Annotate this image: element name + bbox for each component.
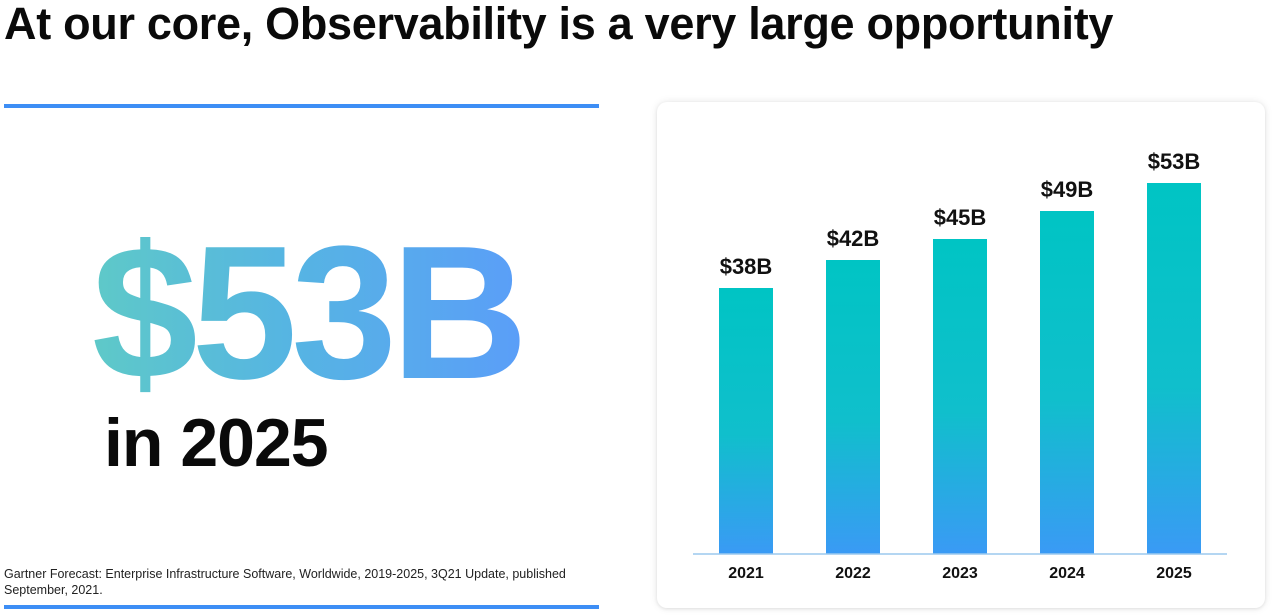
x-tick-label-2025: 2025 <box>1156 565 1192 582</box>
data-label-2023: $45B <box>934 205 987 230</box>
x-tick-label-2023: 2023 <box>942 565 978 582</box>
top-accent-rule <box>4 104 599 108</box>
bar-2022 <box>826 260 880 554</box>
data-label-2021: $38B <box>720 254 773 279</box>
highlight-value: $53B <box>92 207 528 419</box>
x-tick-label-2022: 2022 <box>835 565 871 582</box>
data-label-2025: $53B <box>1148 149 1201 174</box>
bar-2023 <box>933 239 987 554</box>
data-label-2022: $42B <box>827 226 880 251</box>
source-citation: Gartner Forecast: Enterprise Infrastruct… <box>4 567 566 597</box>
x-tick-label-2024: 2024 <box>1049 565 1085 582</box>
bar-2025 <box>1147 183 1201 554</box>
bar-2021 <box>719 288 773 554</box>
x-tick-label-2021: 2021 <box>728 565 764 582</box>
bar-2024 <box>1040 211 1094 554</box>
slide-title: At our core, Observability is a very lar… <box>4 0 1114 49</box>
bar-chart: $38B $42B $45B $49B $53B 2021 2022 2023 2024 202… <box>693 149 1227 582</box>
chart-card: $38B $42B $45B $49B $53B 2021 2022 2023 2024 202… <box>657 102 1265 608</box>
highlight-subtitle: in 2025 <box>104 405 329 481</box>
bottom-accent-rule <box>4 605 599 609</box>
data-label-2024: $49B <box>1041 177 1094 202</box>
